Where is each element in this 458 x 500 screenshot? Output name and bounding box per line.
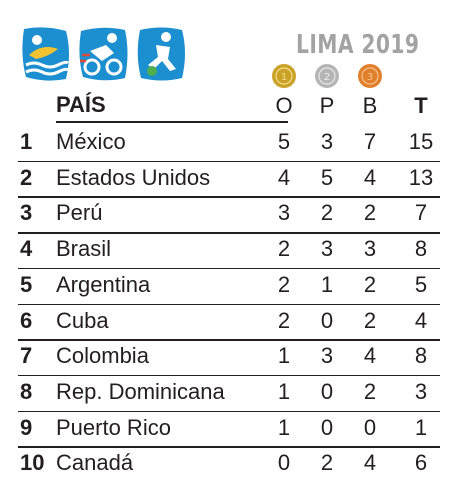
- country-name: Colombia: [56, 343, 149, 369]
- column-header-bronze: B: [362, 93, 378, 118]
- row-divider: [18, 160, 440, 163]
- rank-number: 6: [20, 307, 33, 333]
- bronze-count: 2: [363, 200, 377, 226]
- silver-count: 2: [320, 450, 334, 476]
- country-name: Puerto Rico: [56, 414, 171, 440]
- event-title: LIMA 2019: [296, 30, 420, 60]
- country-name: Argentina: [56, 271, 151, 297]
- country-name: Estados Unidos: [56, 164, 211, 190]
- gold-count: 0: [277, 450, 291, 476]
- silver-count: 0: [320, 378, 334, 404]
- silver-count: 2: [320, 200, 334, 226]
- row-divider: [18, 446, 440, 448]
- rank-number: 8: [20, 378, 33, 404]
- sport-pictograms: [18, 25, 188, 87]
- gold-medal-icon: 1: [272, 64, 296, 88]
- total-count: 7: [414, 200, 428, 226]
- gold-count: 1: [277, 378, 291, 404]
- silver-count: 3: [320, 343, 334, 369]
- bronze-count: 0: [363, 414, 377, 440]
- total-count: 4: [414, 307, 428, 333]
- bronze-count: 7: [363, 129, 377, 154]
- gold-count: 2: [277, 236, 291, 262]
- total-count: 8: [414, 343, 428, 369]
- gold-count: 4: [277, 164, 291, 190]
- rank-number: 3: [20, 200, 33, 226]
- bronze-medal-icon: 3: [358, 64, 382, 88]
- silver-count: 0: [320, 307, 334, 333]
- header-divider: [56, 121, 288, 123]
- rank-number: 4: [20, 236, 33, 262]
- row-divider: [18, 339, 440, 341]
- rank-number: 1: [20, 129, 33, 154]
- gold-count: 1: [277, 343, 291, 369]
- bronze-count: 4: [363, 343, 377, 369]
- bronze-count: 2: [363, 271, 377, 297]
- total-count: 15: [408, 129, 434, 154]
- column-header-silver: P: [319, 93, 335, 118]
- rank-number: 7: [20, 343, 33, 369]
- bronze-count: 4: [363, 164, 377, 190]
- total-count: 13: [408, 164, 434, 190]
- gold-count: 1: [277, 414, 291, 440]
- row-divider: [18, 303, 440, 305]
- total-count: 5: [414, 271, 428, 297]
- bronze-count: 3: [363, 236, 377, 262]
- svg-text:3: 3: [367, 72, 373, 83]
- rank-number: 10: [20, 450, 45, 476]
- cycling-pictogram-icon: [79, 27, 128, 81]
- row-divider: [18, 267, 440, 270]
- gold-count: 2: [277, 307, 291, 333]
- rank-number: 2: [20, 164, 33, 190]
- total-count: 6: [414, 450, 428, 476]
- country-name: Brasil: [56, 236, 112, 262]
- silver-count: 5: [320, 164, 334, 190]
- row-divider: [18, 232, 440, 234]
- country-name: Cuba: [56, 307, 109, 333]
- bronze-count: 2: [363, 307, 377, 333]
- total-count: 8: [414, 236, 428, 262]
- column-header-country: PAÍS: [56, 92, 106, 117]
- silver-count: 3: [320, 129, 334, 154]
- bronze-count: 4: [363, 450, 377, 476]
- football-pictogram-icon: [137, 27, 185, 81]
- row-divider: [18, 196, 440, 198]
- column-header-total: T: [414, 93, 428, 118]
- gold-count: 3: [277, 200, 291, 226]
- country-name: Canadá: [56, 450, 134, 476]
- silver-count: 0: [320, 414, 334, 440]
- silver-count: 1: [320, 271, 334, 297]
- country-name: Perú: [56, 200, 103, 226]
- total-count: 1: [414, 414, 428, 440]
- silver-count: 3: [320, 236, 334, 262]
- swimming-pictogram-icon: [22, 27, 70, 81]
- total-count: 3: [414, 378, 428, 404]
- rank-number: 5: [20, 271, 33, 297]
- column-header-gold: O: [275, 93, 293, 118]
- gold-count: 5: [277, 129, 291, 154]
- row-divider: [18, 374, 440, 377]
- row-divider: [18, 410, 440, 413]
- silver-medal-icon: 2: [315, 64, 339, 88]
- country-name: México: [56, 129, 126, 154]
- gold-count: 2: [277, 271, 291, 297]
- bronze-count: 2: [363, 378, 377, 404]
- svg-text:2: 2: [324, 72, 330, 83]
- country-name: Rep. Dominicana: [56, 378, 225, 404]
- svg-text:1: 1: [281, 72, 287, 83]
- rank-number: 9: [20, 414, 33, 440]
